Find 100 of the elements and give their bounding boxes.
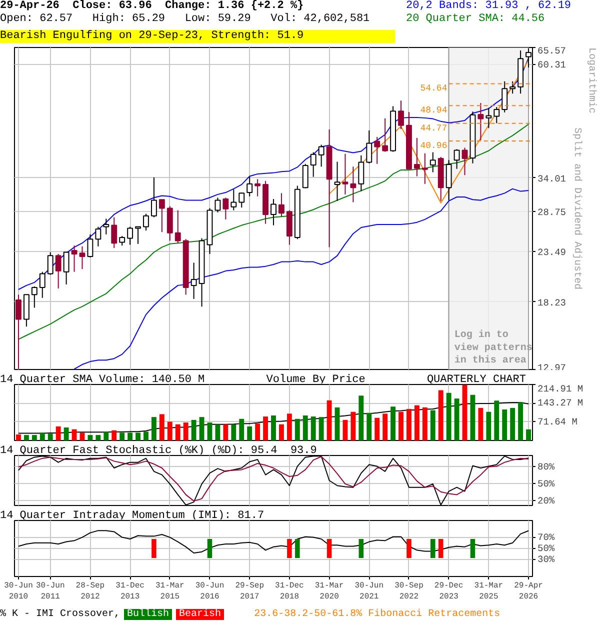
candlestick (270, 198, 276, 226)
x-tick-label: 30-Jun 2011 (36, 582, 65, 602)
ref-line-label: 44.77 (420, 123, 448, 134)
chart-title: 14 Quarter Intraday Momentum (IMI): 81.7 (0, 510, 264, 523)
text: 20 Quarter SMA: 44.56 (406, 13, 546, 26)
ref-line-label: 54.64 (420, 84, 448, 94)
x-tick-label: 30-Sep 2022 (394, 582, 424, 602)
annotation: Volume By Price (266, 374, 366, 387)
x-tick-label: 31-Dec 2013 (116, 582, 145, 602)
y-tick-label: 20% (538, 495, 555, 506)
x-tick-label: 30-Jun 2016 (195, 582, 224, 602)
candlestick (486, 107, 492, 129)
x-tick-label: 30-Jun 2010 (4, 582, 34, 602)
x-tick-label: 31-Mar 2020 (314, 582, 344, 602)
y-tick-label: 28.75 (538, 206, 566, 218)
candlestick (135, 226, 141, 244)
candlestick (422, 152, 428, 184)
candlestick (79, 246, 86, 270)
candlestick (358, 154, 364, 192)
candlestick (214, 197, 221, 213)
candlestick (318, 144, 324, 168)
candlestick (238, 192, 245, 208)
y-tick-label: 60.31 (538, 60, 566, 71)
y-tick-label: 70% (538, 532, 555, 543)
x-tick-label: 30-Jun 2021 (354, 582, 384, 602)
x-tick-label: 28-Sep 2012 (76, 582, 105, 602)
y-tick-label: 23.49 (538, 246, 566, 258)
candlestick (366, 130, 372, 164)
x-tick-label: 29-Dec 2023 (434, 582, 464, 602)
y-axis-title: Split and Dividend Adjusted (571, 127, 584, 290)
x-tick-label: 31-Dec 2018 (275, 582, 304, 602)
candlestick (278, 192, 284, 218)
x-tick-label: 31-Mar 2015 (156, 582, 184, 602)
candlestick (63, 252, 70, 285)
candlestick (87, 234, 94, 258)
text: Bearish (176, 609, 224, 620)
line-series (18, 124, 530, 340)
text: 23.6-38.2-50-61.8% Fibonacci Retracements (254, 609, 500, 620)
candlestick (111, 216, 118, 249)
x-tick-label: 29-Sep 2017 (235, 582, 264, 602)
x-tick-label: 31-Mar 2025 (474, 582, 504, 602)
candlestick (47, 252, 54, 276)
x-tick-label: 29-Apr 2026 (514, 582, 544, 602)
text: Logarithmic (586, 48, 598, 114)
candlestick (127, 226, 134, 246)
text: 20,2 Bands: 31.93 , 62.19 (406, 0, 572, 13)
candlestick (398, 100, 404, 130)
candlestick (150, 176, 157, 218)
chart-title: 14 Quarter SMA Volume: 140.50 M (0, 374, 205, 387)
candlestick (350, 166, 356, 203)
candlestick (190, 262, 197, 300)
y-tick-label: 80% (538, 461, 555, 472)
candlestick (374, 136, 380, 164)
candlestick (95, 226, 102, 247)
candlestick (510, 80, 516, 94)
candlestick (462, 147, 468, 176)
candlestick (494, 106, 500, 124)
y-tick-label: 71.64 M (538, 416, 578, 428)
y-tick-label: 30% (538, 554, 555, 566)
chart-title: 29-Apr-26 Close: 63.96 Change: 1.36 {+2.2 %} (0, 0, 304, 12)
line-series (328, 60, 530, 204)
chart-subtitle: Open: 62.57 High: 65.29 Low: 59.29 Vol: 42,602,581 (0, 13, 370, 25)
candlestick (454, 148, 460, 170)
ref-line-label: 40.96 (420, 140, 448, 151)
candlestick (246, 176, 253, 197)
candlestick (39, 271, 46, 298)
candlestick (342, 153, 348, 195)
text: % K - IMI Crossover, (0, 609, 120, 620)
y-tick-label: 34.01 (538, 173, 566, 184)
candlestick (334, 161, 340, 202)
y-tick-label: 65.57 (538, 46, 566, 56)
annotation: QUARTERLY CHART (426, 374, 526, 387)
candlestick (502, 80, 508, 113)
candlestick (143, 213, 149, 232)
candlestick (158, 199, 165, 233)
chart-title: 14 Quarter Fast Stochastic (%K) (%D): 95.4 93.9 (0, 445, 317, 458)
candlestick (310, 152, 316, 178)
line-series (18, 530, 530, 554)
candlestick (55, 253, 62, 289)
candlestick (430, 152, 436, 173)
candlestick (414, 137, 420, 177)
y-tick-label: 143.27 M (538, 398, 584, 409)
ref-line-label: 48.94 (420, 106, 448, 116)
candlestick (222, 197, 229, 220)
candlestick (446, 160, 452, 201)
y-tick-label: 18.23 (538, 297, 566, 308)
candlestick (103, 218, 110, 235)
candlestick (174, 210, 181, 244)
candlestick (230, 188, 237, 211)
candlestick (31, 286, 38, 308)
text: Bullish (124, 609, 172, 620)
candlestick (119, 235, 126, 246)
y-tick-label: 214.91 M (538, 384, 584, 394)
candlestick (71, 245, 78, 272)
candlestick (478, 102, 484, 141)
y-tick-label: 50% (538, 543, 555, 554)
text: Bearish Engulfing on 29-Sep-23, Strength: 51.9 (0, 30, 395, 43)
candlestick (302, 163, 308, 189)
y-tick-label: 50% (538, 478, 555, 490)
candlestick (16, 294, 22, 370)
